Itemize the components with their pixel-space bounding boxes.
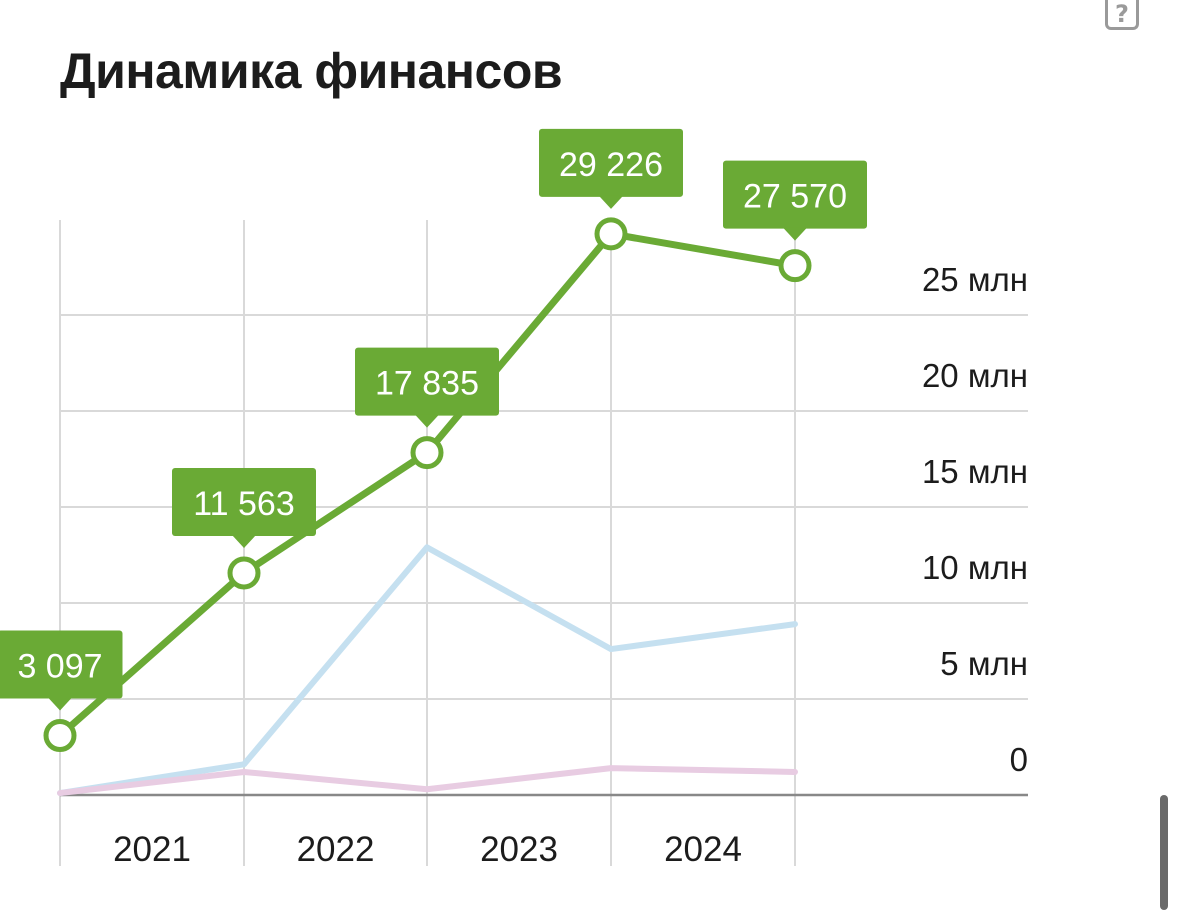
data-label: 27 570 bbox=[723, 160, 867, 241]
x-tick-label: 2022 bbox=[297, 830, 375, 869]
data-label-text: 3 097 bbox=[17, 648, 102, 686]
data-label-text: 27 570 bbox=[743, 178, 847, 216]
data-label-pointer bbox=[48, 697, 72, 711]
x-tick-label: 2024 bbox=[664, 830, 742, 869]
data-label-box bbox=[172, 467, 316, 536]
data-label-pointer bbox=[415, 414, 439, 428]
data-label-box bbox=[0, 630, 123, 699]
series-line-1 bbox=[57, 544, 798, 797]
data-point bbox=[594, 217, 628, 251]
data-label-text: 17 835 bbox=[375, 365, 479, 403]
data-label: 29 226 bbox=[539, 128, 683, 209]
page-title: Динамика финансов bbox=[60, 43, 563, 99]
data-label-pointer bbox=[783, 227, 807, 241]
data-point bbox=[410, 436, 444, 470]
y-tick-label: 15 млн bbox=[922, 453, 1028, 490]
y-tick-label: 10 млн bbox=[922, 549, 1028, 586]
x-tick-label: 2021 bbox=[113, 830, 191, 869]
data-point bbox=[778, 249, 812, 283]
data-label-pointer bbox=[599, 195, 623, 209]
data-label: 11 563 bbox=[172, 467, 316, 548]
y-tick-label: 25 млн bbox=[922, 261, 1028, 298]
scrollbar[interactable] bbox=[1160, 795, 1168, 910]
data-label: 3 097 bbox=[0, 630, 123, 711]
data-label-text: 29 226 bbox=[559, 146, 663, 184]
data-label-box bbox=[539, 128, 683, 197]
data-label-pointer bbox=[232, 534, 256, 548]
data-point bbox=[43, 719, 77, 753]
data-point bbox=[227, 556, 261, 590]
y-tick-label: 20 млн bbox=[922, 357, 1028, 394]
y-tick-label: 0 bbox=[1010, 741, 1028, 778]
data-label-box bbox=[723, 160, 867, 229]
x-tick-label: 2023 bbox=[480, 830, 558, 869]
data-label: 17 835 bbox=[355, 347, 499, 428]
y-tick-label: 5 млн bbox=[940, 645, 1028, 682]
data-label-box bbox=[355, 347, 499, 416]
data-label-text: 11 563 bbox=[193, 485, 294, 523]
question-icon[interactable]: ? bbox=[1105, 0, 1139, 30]
series-line-2 bbox=[57, 765, 798, 797]
